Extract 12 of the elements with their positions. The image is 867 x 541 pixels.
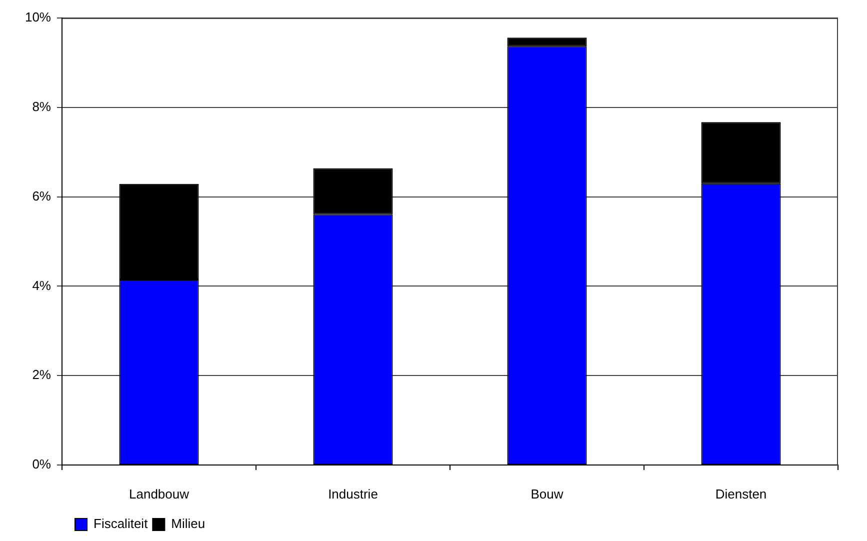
y-tick-label: 10% bbox=[24, 10, 52, 25]
y-tick-label: 6% bbox=[32, 188, 52, 204]
y-tick-label: 0% bbox=[32, 456, 52, 472]
x-tick-label: Landbouw bbox=[129, 486, 190, 502]
x-tick-label: Diensten bbox=[715, 486, 767, 502]
x-tick-label: Industrie bbox=[328, 486, 378, 502]
legend-label: Milieu bbox=[171, 516, 206, 532]
y-tick-label: 4% bbox=[32, 278, 52, 293]
y-tick-label: 8% bbox=[32, 98, 52, 114]
x-tick-label: Bouw bbox=[530, 486, 564, 502]
y-tick-label: 2% bbox=[32, 367, 52, 382]
legend-label: Fiscaliteit bbox=[94, 516, 148, 532]
